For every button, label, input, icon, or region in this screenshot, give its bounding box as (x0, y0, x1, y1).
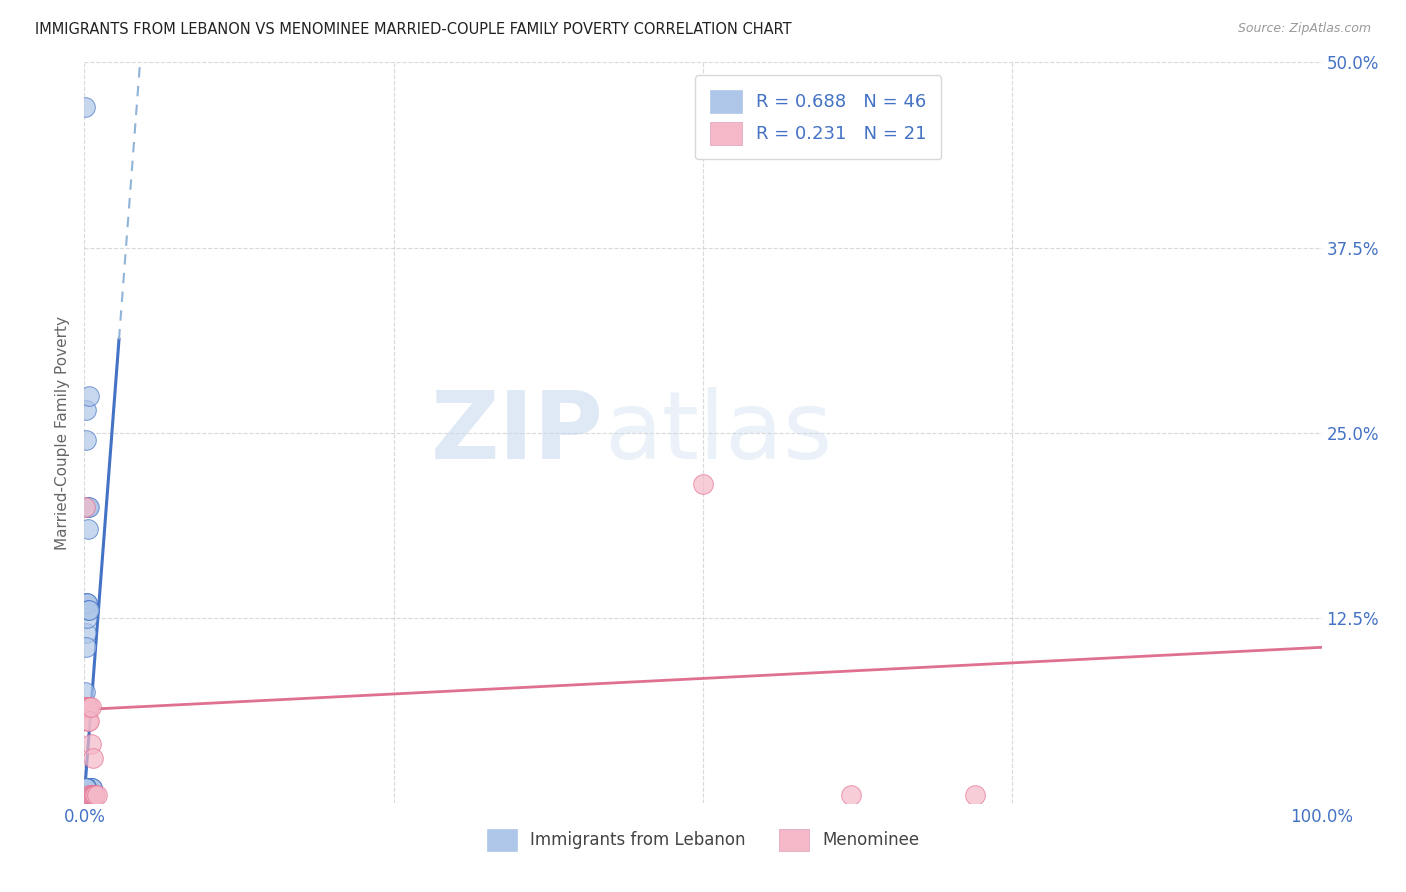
Point (75, 640, 97, 655)
Point (79, 780, 101, 795)
Point (75, 789, 97, 803)
Point (75, 625, 97, 640)
Text: ZIP: ZIP (432, 386, 605, 479)
Point (75, 403, 97, 417)
Point (75, 780, 97, 795)
Point (75, 699, 97, 714)
Point (77, 714, 100, 729)
Point (75, 780, 97, 795)
Point (79, 699, 101, 714)
Point (75, 780, 97, 795)
Point (79, 388, 101, 402)
Point (77, 500, 100, 514)
Point (80, 789, 103, 803)
Point (79, 603, 101, 617)
Point (75, 780, 97, 795)
Point (75, 433, 97, 447)
Point (80, 780, 103, 795)
Point (75, 780, 97, 795)
Point (79, 699, 101, 714)
Point (73, 100, 96, 114)
Point (75, 784, 97, 798)
Point (75, 780, 97, 795)
Point (77, 522, 100, 536)
Point (79, 789, 101, 803)
Point (83, 789, 105, 803)
Point (75, 780, 97, 795)
Point (75, 780, 97, 795)
Point (75, 784, 97, 798)
Point (75, 784, 97, 798)
Point (77, 780, 100, 795)
Point (75, 780, 97, 795)
Point (77, 500, 100, 514)
Point (82, 751, 104, 765)
Y-axis label: Married-Couple Family Poverty: Married-Couple Family Poverty (55, 316, 70, 549)
Point (75, 780, 97, 795)
Point (76, 596, 98, 610)
Point (841, 789, 863, 803)
Point (75, 789, 97, 803)
Point (77, 789, 100, 803)
Legend: Immigrants from Lebanon, Menominee: Immigrants from Lebanon, Menominee (479, 822, 927, 857)
Text: Source: ZipAtlas.com: Source: ZipAtlas.com (1237, 22, 1371, 36)
Point (75, 780, 97, 795)
Point (73, 500, 96, 514)
Point (75, 789, 97, 803)
Point (80, 737, 103, 751)
Point (73, 780, 96, 795)
Point (692, 477, 714, 491)
Point (84, 789, 107, 803)
Point (77, 699, 100, 714)
Point (76, 596, 98, 610)
Point (77, 603, 100, 617)
Point (965, 789, 987, 803)
Point (75, 596, 97, 610)
Point (82, 789, 104, 803)
Point (79, 714, 101, 729)
Point (75, 780, 97, 795)
Point (79, 780, 101, 795)
Point (75, 780, 97, 795)
Point (76, 699, 98, 714)
Point (86, 789, 108, 803)
Point (75, 685, 97, 699)
Point (75, 780, 97, 795)
Text: IMMIGRANTS FROM LEBANON VS MENOMINEE MARRIED-COUPLE FAMILY POVERTY CORRELATION C: IMMIGRANTS FROM LEBANON VS MENOMINEE MAR… (35, 22, 792, 37)
Point (76, 610, 98, 624)
Text: atlas: atlas (605, 386, 832, 479)
Point (79, 780, 101, 795)
Point (75, 780, 97, 795)
Point (75, 784, 97, 798)
Point (75, 780, 97, 795)
Point (80, 780, 103, 795)
Point (75, 699, 97, 714)
